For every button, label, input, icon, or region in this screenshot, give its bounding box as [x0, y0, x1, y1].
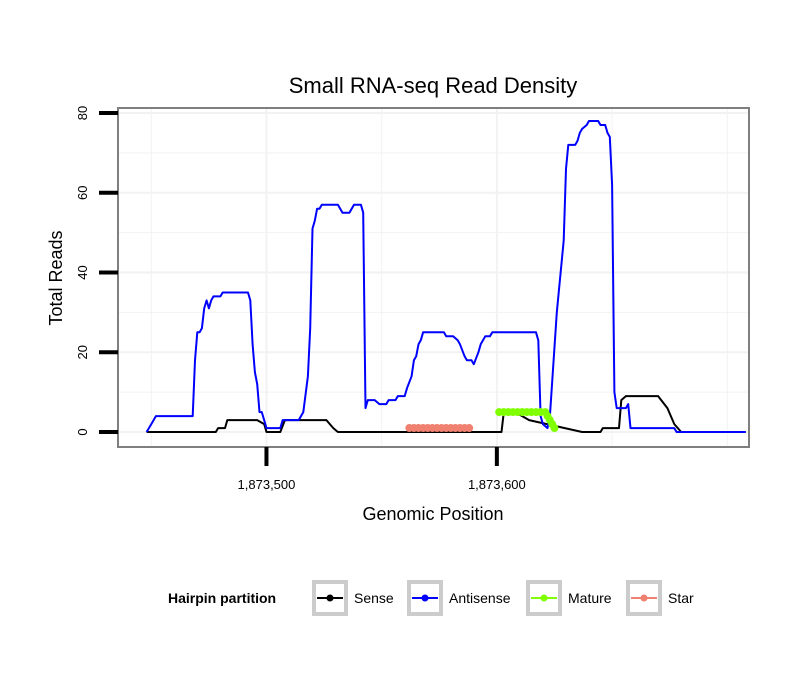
legend-title: Hairpin partition [168, 590, 276, 606]
point-star [465, 424, 474, 433]
legend-label-mature: Mature [568, 590, 612, 606]
x-tick-label: 1,873,500 [238, 477, 296, 492]
y-axis-title: Total Reads [46, 230, 66, 325]
point-mature [550, 424, 559, 433]
y-tick-label: 0 [75, 428, 90, 435]
chart-title: Small RNA-seq Read Density [289, 73, 578, 98]
legend-point-antisense [421, 594, 429, 602]
legend-point-mature [540, 594, 548, 602]
legend: Hairpin partition Sense Antisense Mature St… [168, 580, 694, 616]
y-tick-label: 40 [75, 265, 90, 279]
legend-point-sense [326, 594, 334, 602]
y-tick-label: 60 [75, 186, 90, 200]
legend-label-sense: Sense [354, 590, 394, 606]
legend-label-antisense: Antisense [449, 590, 511, 606]
x-axis: 1,873,500 1,873,600 [238, 447, 526, 492]
series-line-antisense [145, 120, 746, 433]
legend-point-star [640, 594, 648, 602]
y-tick-label: 80 [75, 106, 90, 120]
y-tick-label: 20 [75, 345, 90, 359]
legend-label-star: Star [668, 590, 694, 606]
x-tick-label: 1,873,600 [468, 477, 526, 492]
y-axis: 0 20 40 60 80 [75, 106, 118, 436]
series-layer [145, 120, 746, 433]
plot-panel [117, 107, 750, 448]
grid-lines [119, 109, 748, 446]
x-axis-title: Genomic Position [362, 504, 503, 524]
